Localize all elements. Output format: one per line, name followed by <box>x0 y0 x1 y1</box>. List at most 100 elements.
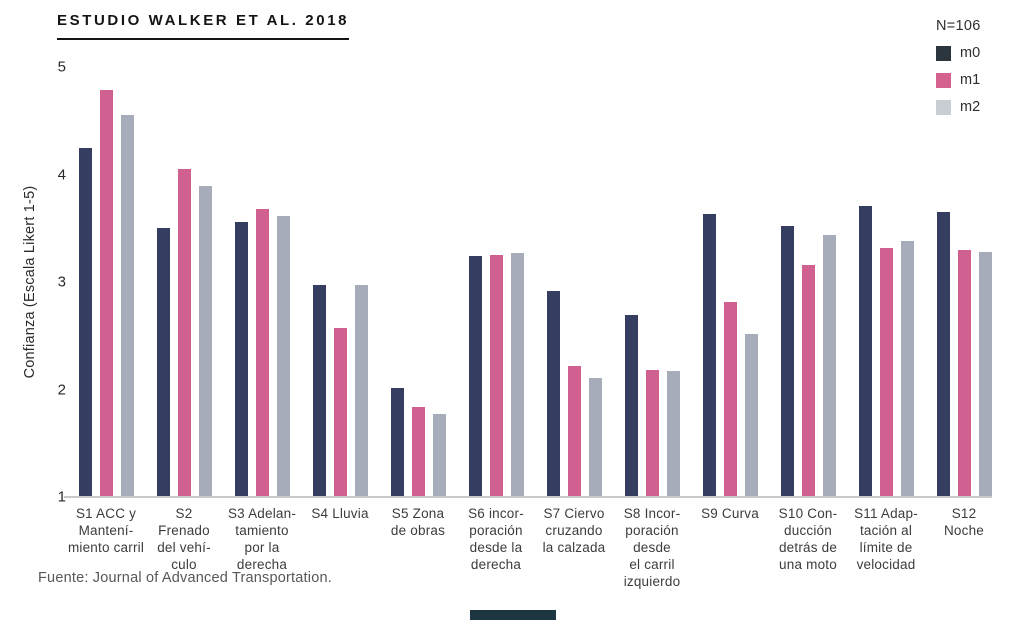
bar-m0-s10 <box>780 226 794 497</box>
x-category-label-line: S8 Incor- <box>623 506 681 521</box>
bar-group-s6 <box>468 67 524 497</box>
x-category-label-line: S5 Zona <box>391 506 445 521</box>
bar-m2-s7 <box>588 377 602 497</box>
x-category-label-s4: S4 Lluvia <box>293 505 387 522</box>
x-category-label-s7: S7 Ciervo cruzando la calzada <box>527 505 621 556</box>
bar-m0-s2 <box>156 228 170 497</box>
x-axis-baseline <box>64 496 992 498</box>
legend-swatch-m2 <box>936 99 951 115</box>
legend-swatch-m0 <box>936 45 951 61</box>
x-category-label-line: derecha <box>470 557 522 572</box>
y-tick-label-3: 3 <box>57 273 66 291</box>
y-tick-label-4: 4 <box>57 166 66 183</box>
legend-swatch-m1 <box>936 72 951 88</box>
bar-m1-s7 <box>567 365 581 497</box>
bar-m2-s11 <box>900 241 914 497</box>
bar-m0-s7 <box>546 290 560 497</box>
bar-m2-s9 <box>744 333 758 497</box>
x-category-label-line: poración <box>625 523 679 538</box>
x-category-label-line: de obras <box>390 523 446 538</box>
x-category-label-line: velocidad <box>856 557 916 572</box>
bar-group-s4 <box>312 67 368 497</box>
x-category-label-s3: S3 Adelan-tamiento por la derecha <box>215 505 309 573</box>
x-category-label-line: Noche <box>943 523 985 538</box>
bar-m1-s4 <box>333 328 347 497</box>
bar-group-s2 <box>156 67 212 497</box>
bar-m1-s3 <box>255 208 269 497</box>
x-category-label-line: izquierdo <box>623 574 681 589</box>
x-category-label-line: desde la <box>469 540 523 555</box>
bar-m1-s8 <box>645 370 659 497</box>
x-category-label-s5: S5 Zona de obras <box>371 505 465 539</box>
x-category-label-s2: S2 Frenado del vehí-culo <box>137 505 231 573</box>
x-category-label-line: la calzada <box>542 540 606 555</box>
x-category-label-line: culo <box>171 557 197 572</box>
bar-m2-s5 <box>432 414 446 497</box>
bar-m0-s12 <box>936 212 950 497</box>
x-category-label-line: desde <box>633 540 671 555</box>
x-category-label-line: S12 <box>951 506 977 521</box>
x-category-label-line: S10 Con- <box>778 506 838 521</box>
bar-group-s8 <box>624 67 680 497</box>
bar-m2-s1 <box>120 115 134 497</box>
bar-m1-s1 <box>99 89 113 497</box>
legend-item-m2: m2 <box>936 99 981 115</box>
x-category-label-s10: S10 Con-ducción detrás de una moto <box>761 505 855 573</box>
x-category-label-line: miento carril <box>67 540 145 555</box>
bar-group-s10 <box>780 67 836 497</box>
bar-group-s1 <box>78 67 134 497</box>
x-category-label-s11: S11 Adap-tación al límite de velocidad <box>839 505 933 573</box>
legend-item-m0: m0 <box>936 45 981 61</box>
x-category-label-line: S6 incor- <box>468 506 524 521</box>
bar-m1-s11 <box>879 247 893 497</box>
y-axis-title: Confianza (Escala Likert 1-5) <box>22 185 38 379</box>
x-category-label-line: Mantení- <box>78 523 134 538</box>
sample-size-label: N=106 <box>936 18 981 34</box>
x-category-label-line: del vehí- <box>157 540 211 555</box>
bar-m1-s2 <box>177 169 191 497</box>
bar-group-s3 <box>234 67 290 497</box>
bar-group-s12 <box>936 67 992 497</box>
x-category-label-line: S11 Adap- <box>854 506 918 521</box>
bar-m0-s1 <box>78 147 92 497</box>
legend-label: m0 <box>960 45 981 61</box>
legend-label: m1 <box>960 72 981 88</box>
source-attribution: Fuente: Journal of Advanced Transportati… <box>38 570 332 586</box>
x-category-label-line: tamiento <box>235 523 289 538</box>
x-category-label-line: derecha <box>236 557 288 572</box>
bar-m1-s5 <box>411 406 425 497</box>
y-tick-label-5: 5 <box>57 58 66 76</box>
bar-group-s11 <box>858 67 914 497</box>
x-category-label-line: tación al <box>859 523 913 538</box>
bar-m2-s10 <box>822 234 836 497</box>
legend-item-m1: m1 <box>936 72 981 88</box>
x-category-label-s1: S1 ACC y Mantení-miento carril <box>59 505 153 556</box>
bar-m2-s8 <box>666 371 680 497</box>
bar-m0-s4 <box>312 285 326 497</box>
x-category-label-s6: S6 incor-poración desde la derecha <box>449 505 543 573</box>
legend-items: m0 m1 m2 <box>936 45 981 115</box>
bar-m2-s12 <box>978 251 992 497</box>
x-category-label-line: por la <box>244 540 280 555</box>
x-category-label-line: cruzando <box>545 523 603 538</box>
bar-m0-s6 <box>468 256 482 497</box>
bar-group-s7 <box>546 67 602 497</box>
x-category-label-line: detrás de <box>778 540 838 555</box>
x-category-label-line: límite de <box>859 540 913 555</box>
x-category-label-line: ducción <box>784 523 832 538</box>
bar-m0-s11 <box>858 205 872 497</box>
bar-m0-s9 <box>702 214 716 497</box>
bar-m1-s10 <box>801 264 815 497</box>
chart-title: ESTUDIO WALKER ET AL. 2018 <box>57 12 350 40</box>
y-tick-label-1: 1 <box>57 488 66 506</box>
x-category-label-line: el carril <box>629 557 675 572</box>
legend-label: m2 <box>960 99 981 115</box>
bar-group-s5 <box>390 67 446 497</box>
bar-m1-s6 <box>489 255 503 497</box>
bar-m1-s9 <box>723 302 737 497</box>
x-category-label-line: una moto <box>779 557 837 572</box>
x-category-label-s12: S12 Noche <box>917 505 1011 539</box>
x-category-label-line: S1 ACC y <box>75 506 137 521</box>
bar-group-s9 <box>702 67 758 497</box>
